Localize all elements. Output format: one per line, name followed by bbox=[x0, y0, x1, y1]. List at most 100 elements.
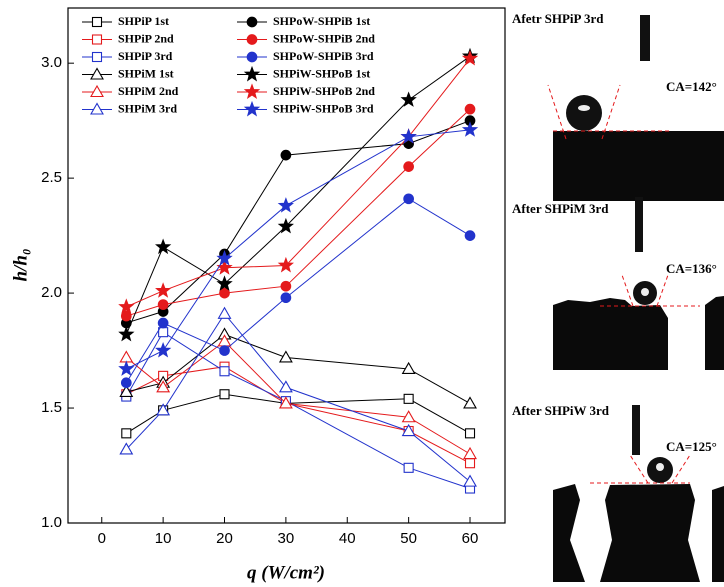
marker bbox=[280, 292, 292, 304]
marker bbox=[158, 327, 169, 338]
marker bbox=[246, 16, 258, 28]
series-line bbox=[126, 129, 471, 370]
contact-angle: CA=125° bbox=[666, 439, 717, 454]
marker bbox=[403, 462, 414, 473]
contact-angle: CA=142° bbox=[666, 79, 717, 94]
tangent bbox=[671, 454, 691, 484]
legend-label: SHPiW-SHPoB 1st bbox=[273, 66, 370, 80]
droplet-highlight bbox=[656, 463, 664, 471]
marker bbox=[464, 428, 476, 439]
legend-label: SHPoW-SHPiB 2nd bbox=[273, 31, 375, 45]
y-tick-label: 1.0 bbox=[41, 514, 62, 531]
y-axis-label: h/h₀ bbox=[10, 248, 31, 281]
marker bbox=[118, 360, 135, 376]
marker bbox=[463, 396, 477, 409]
tangent bbox=[547, 84, 567, 140]
series-line bbox=[125, 340, 471, 455]
series-line bbox=[125, 312, 471, 482]
photo-panel: After SHPiW 3rd CA=125° bbox=[512, 403, 724, 582]
x-tick-label: 50 bbox=[400, 530, 417, 547]
substrate bbox=[600, 484, 700, 582]
x-tick-label: 60 bbox=[462, 530, 479, 547]
series-line bbox=[126, 120, 471, 324]
series-line bbox=[125, 331, 471, 489]
x-tick-label: 0 bbox=[98, 530, 106, 547]
marker bbox=[280, 149, 292, 161]
marker bbox=[400, 91, 417, 107]
tangent bbox=[629, 454, 649, 484]
marker bbox=[120, 377, 132, 389]
needle bbox=[632, 405, 640, 455]
marker bbox=[246, 34, 258, 45]
x-tick-label: 10 bbox=[155, 530, 172, 547]
series-line bbox=[125, 198, 471, 384]
tangent bbox=[621, 274, 634, 307]
legend-label: SHPoW-SHPiB 3rd bbox=[273, 49, 374, 63]
marker bbox=[121, 428, 132, 439]
legend-label: SHPoW-SHPiB 1st bbox=[273, 14, 370, 28]
x-axis-label: q (W/cm²) bbox=[247, 562, 325, 583]
legend-label: SHPiW-SHPoB 3rd bbox=[273, 101, 374, 115]
marker bbox=[118, 325, 135, 342]
marker bbox=[461, 50, 479, 66]
marker bbox=[278, 396, 293, 409]
x-tick-label: 20 bbox=[216, 530, 233, 547]
marker bbox=[403, 393, 414, 404]
droplet-highlight bbox=[641, 288, 649, 296]
marker bbox=[277, 197, 294, 213]
marker bbox=[278, 380, 293, 393]
marker bbox=[464, 103, 476, 115]
marker bbox=[216, 250, 233, 266]
marker bbox=[216, 275, 233, 291]
marker bbox=[157, 317, 169, 329]
marker bbox=[91, 51, 103, 63]
marker bbox=[401, 423, 416, 437]
marker bbox=[464, 230, 476, 241]
series-line bbox=[125, 55, 471, 335]
marker bbox=[400, 128, 417, 144]
substrate bbox=[553, 484, 585, 582]
substrate bbox=[712, 486, 724, 582]
photo-panel: Afetr SHPiP 3rd CA=142° bbox=[512, 11, 724, 201]
marker bbox=[464, 458, 476, 469]
y-tick-label: 3.0 bbox=[41, 54, 62, 71]
marker bbox=[119, 384, 134, 398]
marker bbox=[403, 161, 414, 172]
marker bbox=[403, 193, 414, 205]
x-tick-label: 30 bbox=[278, 530, 295, 547]
marker bbox=[91, 34, 103, 45]
substrate bbox=[553, 131, 724, 201]
contact-angle: CA=136° bbox=[666, 261, 717, 276]
marker bbox=[463, 446, 477, 460]
marker bbox=[219, 389, 230, 400]
marker bbox=[216, 259, 233, 275]
series-line bbox=[126, 58, 471, 308]
marker bbox=[155, 342, 172, 358]
marker bbox=[156, 380, 171, 393]
marker bbox=[156, 403, 171, 416]
needle bbox=[635, 197, 643, 252]
marker bbox=[219, 287, 230, 299]
legend: SHPiP 1st SHPiP 2nd SHPiP 3rd SHPiM 1st SHPi… bbox=[82, 14, 375, 117]
marker bbox=[463, 474, 477, 487]
series-line bbox=[126, 393, 471, 434]
tangent bbox=[601, 84, 621, 140]
marker bbox=[461, 121, 479, 137]
marker bbox=[246, 51, 258, 63]
substrate bbox=[705, 296, 724, 370]
legend-label: SHPiP 3rd bbox=[118, 49, 173, 63]
marker bbox=[90, 84, 104, 98]
marker bbox=[118, 298, 135, 314]
x-tick-label: 40 bbox=[339, 530, 356, 547]
marker bbox=[120, 310, 132, 322]
marker bbox=[277, 217, 294, 234]
y-tick-label: 1.5 bbox=[41, 399, 62, 416]
marker bbox=[278, 350, 293, 363]
plot-frame bbox=[67, 7, 506, 524]
legend-label: SHPiP 2nd bbox=[118, 31, 174, 45]
droplet-highlight bbox=[578, 105, 590, 111]
marker bbox=[155, 282, 172, 298]
marker bbox=[217, 306, 232, 319]
marker bbox=[157, 299, 169, 310]
